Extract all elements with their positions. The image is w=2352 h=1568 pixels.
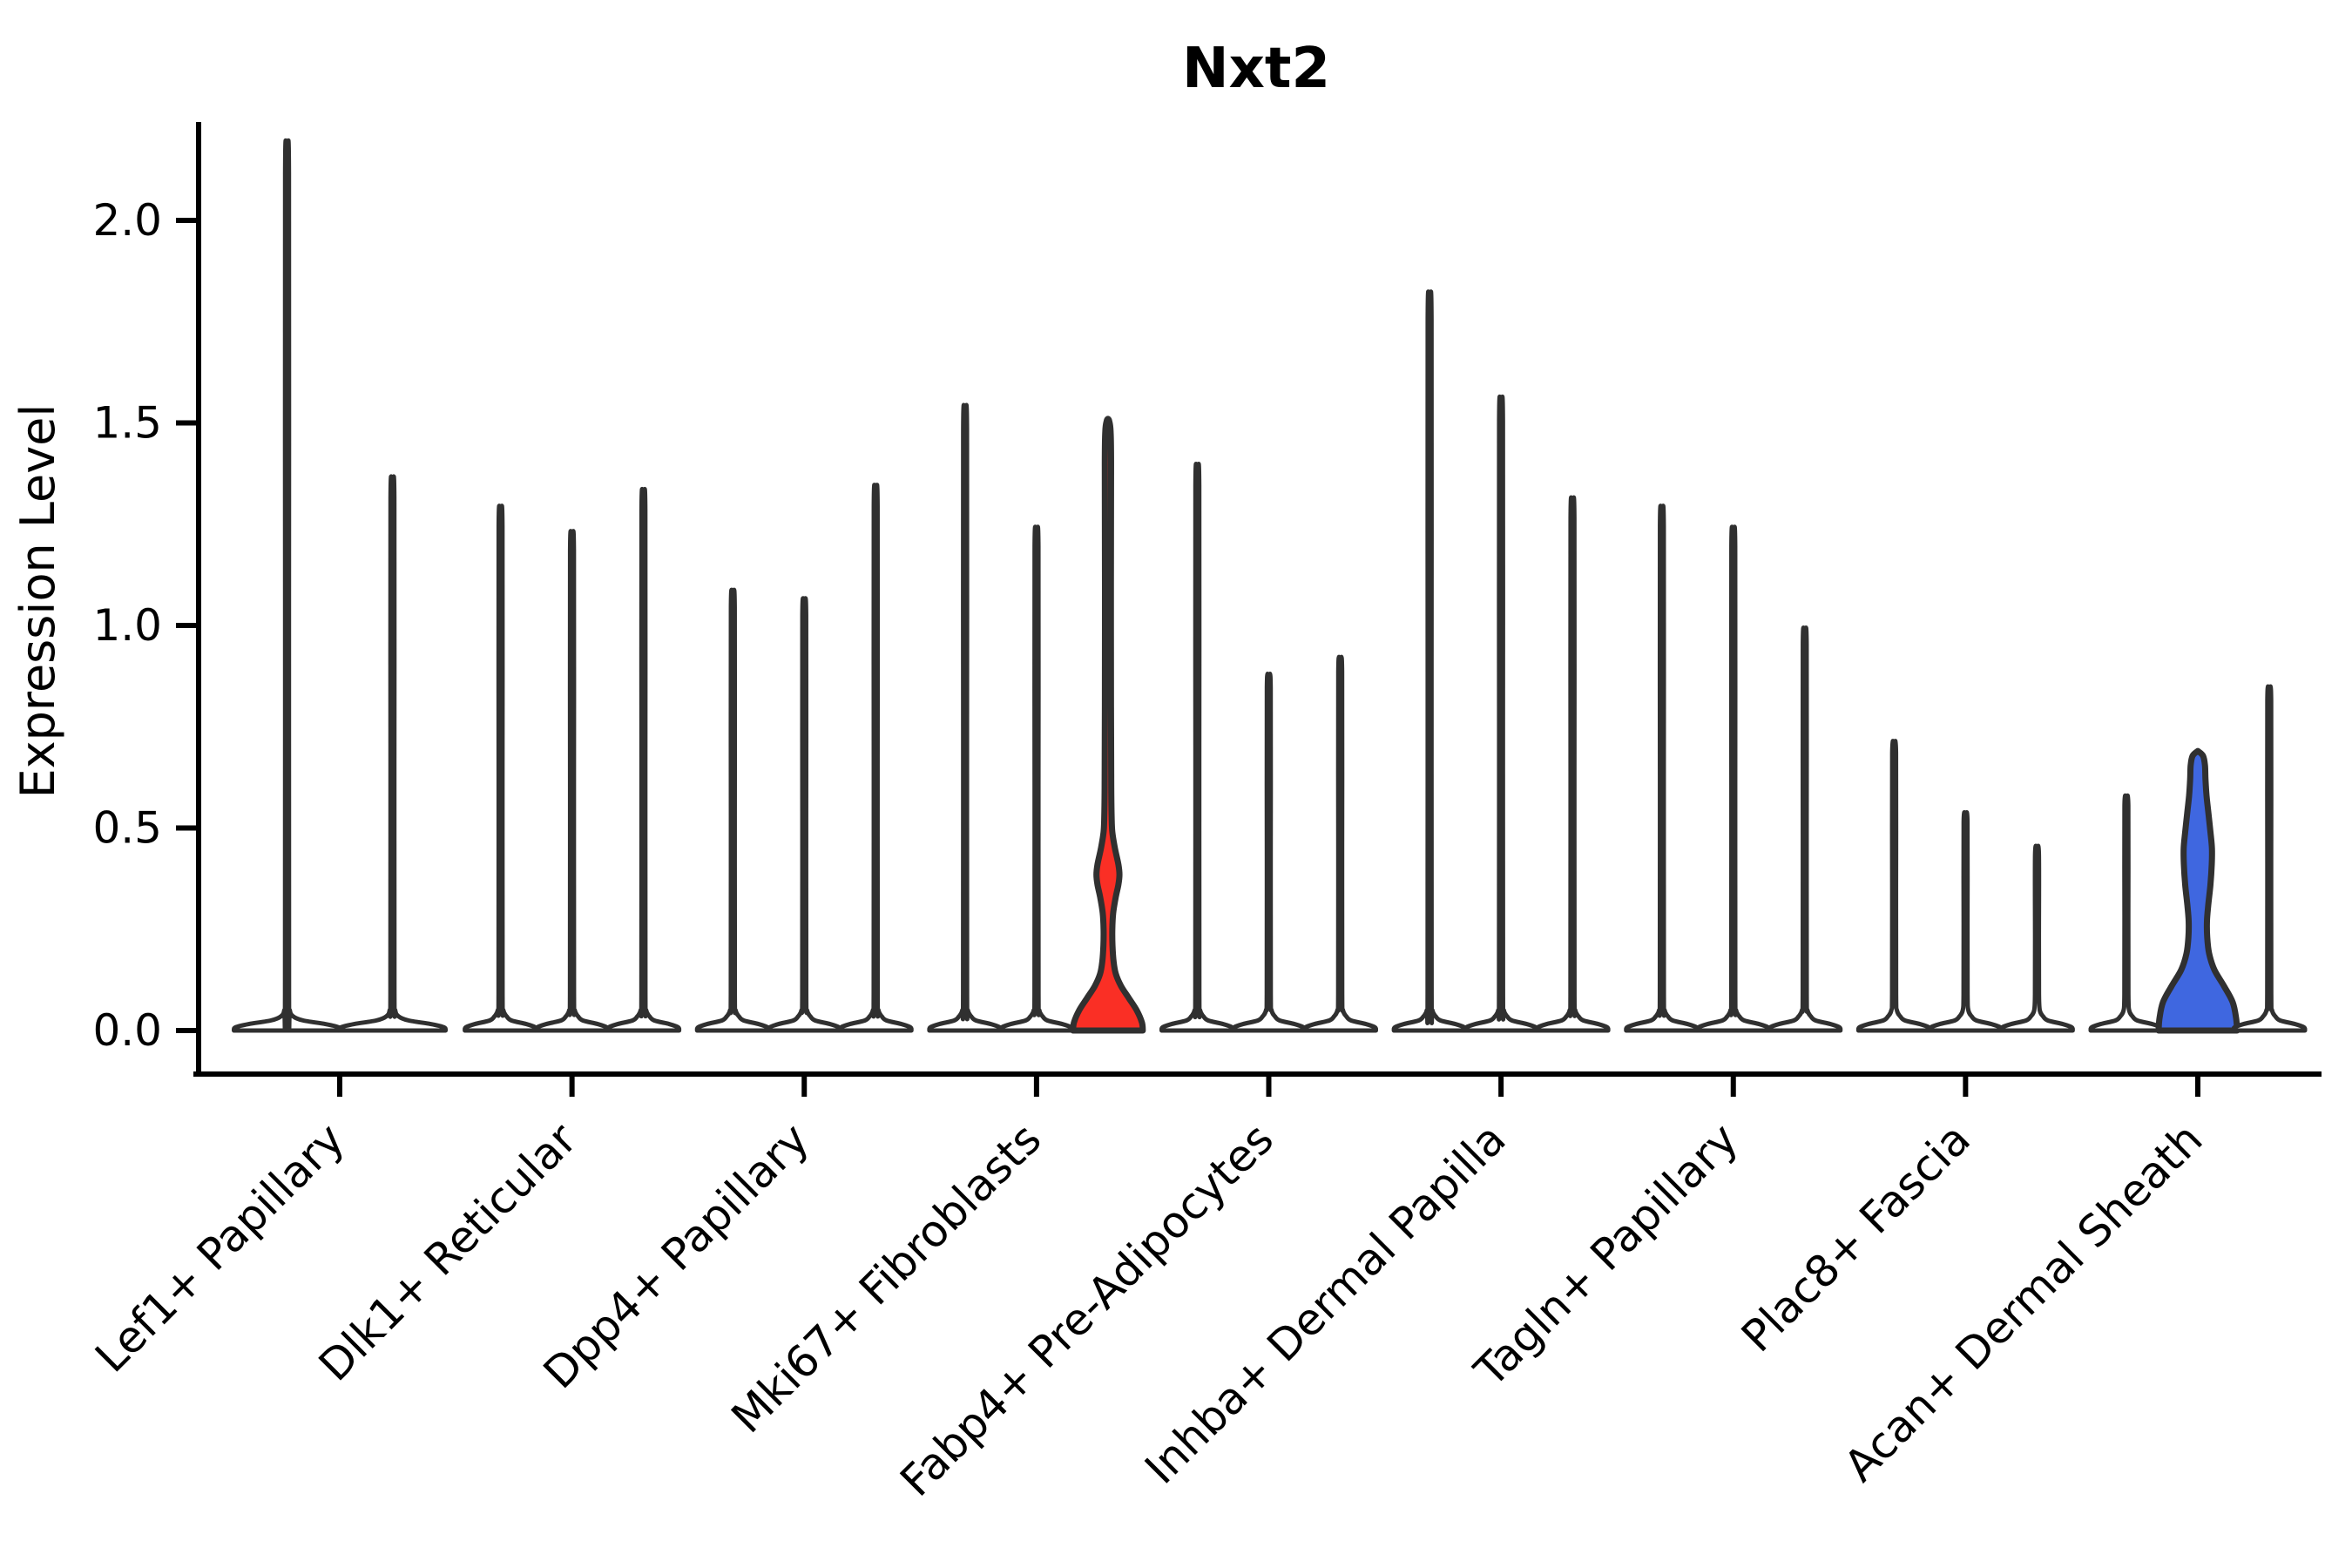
- x-tick-label: Fabp4+ Pre-Adipocytes: [890, 1113, 1283, 1506]
- violin: [1159, 461, 1236, 1033]
- violin: [1463, 394, 1539, 1033]
- y-tick-label: 2.0: [92, 195, 162, 246]
- x-tick-label: Plac8+ Fascia: [1732, 1113, 1980, 1362]
- violin: [694, 587, 771, 1033]
- y-tick-label: 0.0: [92, 1005, 162, 1056]
- chart-title: Nxt2: [1182, 37, 1330, 101]
- axes: 0.0 0.5 1.0 1.5 2.0: [92, 122, 2322, 1077]
- y-axis-label: Expression Level: [10, 404, 65, 799]
- violin-group: [2088, 684, 2308, 1034]
- violin: [2088, 793, 2165, 1033]
- violin-group: [1855, 739, 2075, 1033]
- violin: [1855, 739, 1932, 1033]
- violin: [2231, 684, 2308, 1033]
- violin-group: [1624, 504, 1843, 1033]
- y-tick-label: 1.0: [92, 600, 162, 651]
- x-tick-label: Dlk1+ Reticular: [309, 1113, 586, 1390]
- x-tick-label: Lef1+ Papillary: [85, 1113, 354, 1382]
- violin: [336, 474, 449, 1033]
- violin: [534, 529, 611, 1033]
- violin: [1927, 810, 2004, 1033]
- violin-group: [1159, 461, 1379, 1033]
- violin: [1391, 289, 1468, 1033]
- y-tick-label: 1.5: [92, 398, 162, 449]
- violin: [1301, 654, 1379, 1033]
- violin: [766, 596, 842, 1033]
- violin: [927, 402, 1004, 1033]
- violin: [1998, 843, 2075, 1033]
- highlighted-violin: [1070, 416, 1146, 1034]
- violin-group: [694, 483, 914, 1033]
- violin: [998, 524, 1075, 1033]
- violin: [1624, 504, 1700, 1033]
- violin: [1767, 625, 1843, 1033]
- violins-layer: [231, 138, 2308, 1034]
- violin: [605, 487, 682, 1033]
- violin-group: [927, 402, 1146, 1034]
- violin: [1534, 495, 1611, 1033]
- violin: [463, 504, 539, 1033]
- violin-group: [231, 138, 449, 1033]
- violin: [837, 483, 914, 1033]
- highlighted-violin: [2155, 747, 2240, 1034]
- y-tick-label: 0.5: [92, 803, 162, 854]
- violin: [1230, 672, 1308, 1033]
- violin-group: [1391, 289, 1611, 1033]
- violin-group: [463, 487, 682, 1033]
- violin: [231, 138, 343, 1033]
- violin: [1695, 524, 1772, 1033]
